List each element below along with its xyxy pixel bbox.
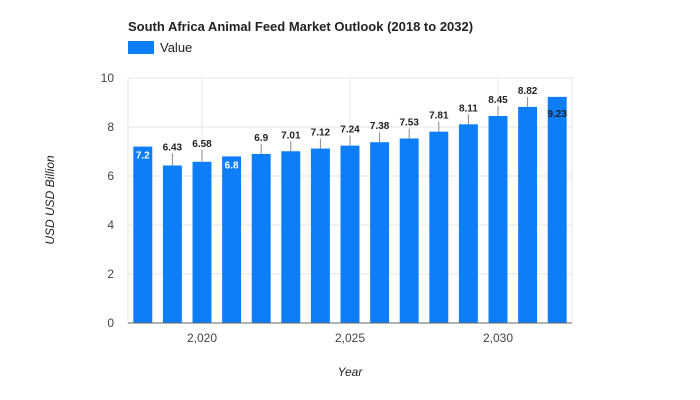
y-tick-label: 0	[107, 316, 114, 330]
legend-label[interactable]: Value	[160, 40, 192, 55]
data-labels-layer: 7.2 6.43 6.58 6.8 6.9 7.01 7.12 7.24 7.38 7.53 7.8…	[136, 86, 568, 171]
axis-layer: 0 2 4 6 8 10 2,020 2,025 2,030	[101, 71, 572, 345]
legend-swatch[interactable]	[128, 41, 154, 54]
data-label: 7.24	[340, 125, 360, 136]
bar[interactable]	[192, 161, 212, 323]
data-label: 6.8	[225, 160, 239, 171]
chart-title: South Africa Animal Feed Market Outlook …	[128, 19, 473, 34]
y-axis-title: USD USD Billion	[43, 155, 57, 245]
bar[interactable]	[340, 145, 360, 323]
data-label: 7.2	[136, 151, 150, 162]
data-label: 7.81	[429, 111, 449, 122]
data-label: 7.38	[370, 121, 390, 132]
x-axis-title: Year	[338, 365, 364, 379]
bar[interactable]	[488, 115, 508, 323]
bar[interactable]	[518, 106, 538, 323]
bar[interactable]	[310, 148, 330, 323]
y-tick-label: 6	[107, 169, 114, 183]
bars-layer	[133, 96, 567, 324]
bar[interactable]	[281, 151, 301, 323]
bar[interactable]	[162, 165, 182, 323]
y-tick-label: 8	[107, 120, 114, 134]
bar[interactable]	[222, 156, 242, 323]
bar[interactable]	[429, 131, 449, 323]
bar[interactable]	[133, 146, 153, 323]
bar[interactable]	[370, 142, 390, 323]
data-label: 8.11	[459, 103, 478, 114]
data-label: 7.01	[281, 130, 301, 141]
y-tick-label: 10	[101, 71, 115, 85]
data-label: 7.53	[399, 118, 419, 129]
y-tick-label: 4	[107, 218, 114, 232]
data-label: 7.12	[311, 128, 331, 139]
data-label: 8.82	[518, 86, 538, 97]
data-label: 6.58	[192, 139, 212, 150]
bar[interactable]	[547, 96, 567, 324]
bar[interactable]	[399, 138, 419, 323]
x-tick-label: 2,025	[335, 331, 365, 345]
x-tick-label: 2,030	[483, 331, 513, 345]
data-label: 6.9	[254, 133, 268, 144]
bar[interactable]	[251, 153, 271, 323]
y-tick-label: 2	[107, 267, 114, 281]
data-label: 8.45	[488, 95, 508, 106]
x-tick-label: 2,020	[187, 331, 217, 345]
data-label: 6.43	[163, 142, 183, 153]
data-label: 9.23	[547, 109, 567, 120]
bar[interactable]	[458, 124, 478, 324]
